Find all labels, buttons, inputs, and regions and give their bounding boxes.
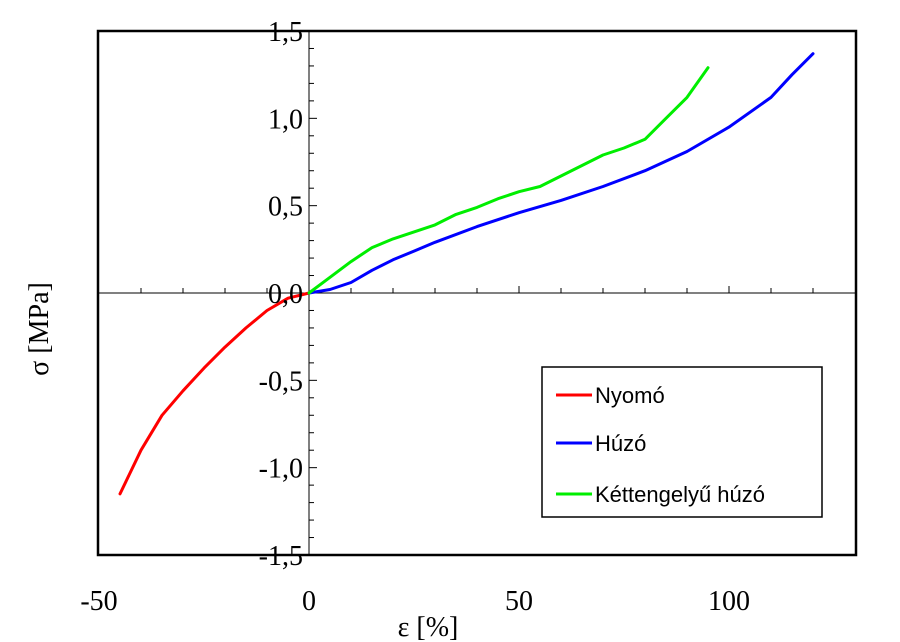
- x-tick-label: 50: [505, 586, 533, 617]
- x-tick-label: -50: [80, 586, 117, 617]
- y-axis-title: σ [MPa]: [24, 282, 55, 376]
- legend-label-1: Nyomó: [595, 383, 665, 408]
- series-line-2: [307, 52, 815, 295]
- series-lines: [118, 52, 815, 496]
- tick-labels: -50 0 50 100 1,5 1,0 0,5 0,0 -0,5 -1,0 -1,5: [80, 17, 750, 617]
- x-axis-title: ε [%]: [398, 612, 459, 642]
- y-tick-label: 0,5: [268, 192, 303, 223]
- series-line-3: [307, 66, 710, 295]
- series-line-1: [118, 291, 311, 496]
- y-tick-label: -1,0: [259, 454, 303, 485]
- legend-label-2: Húzó: [595, 431, 646, 456]
- y-tick-label: -0,5: [259, 366, 303, 397]
- y-tick-label: -1,5: [259, 541, 303, 572]
- legend-label-3: Kéttengelyű húzó: [595, 482, 765, 507]
- legend: Nyomó Húzó Kéttengelyű húzó: [541, 366, 823, 518]
- y-tick-label: 0,0: [268, 279, 303, 310]
- y-tick-label: 1,0: [268, 104, 303, 135]
- x-tick-label: 0: [302, 586, 316, 617]
- y-tick-label: 1,5: [268, 17, 303, 48]
- axes: [98, 31, 856, 555]
- x-tick-label: 100: [708, 586, 750, 617]
